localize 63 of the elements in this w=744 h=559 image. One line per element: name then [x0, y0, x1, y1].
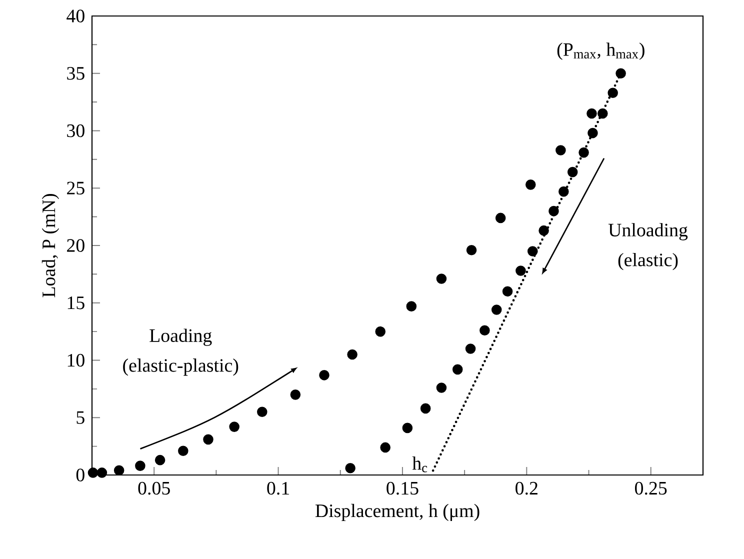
- y-tick-label: 40: [66, 10, 84, 22]
- y-tick-label: 15: [68, 296, 84, 310]
- point: [436, 274, 447, 284]
- y-tick-label: 5: [76, 411, 84, 424]
- point: [491, 304, 502, 315]
- annotation: Unloading: [608, 223, 688, 240]
- point: [616, 68, 626, 79]
- point: [466, 244, 477, 256]
- point: [578, 147, 589, 158]
- point: [154, 454, 166, 466]
- point: [567, 166, 578, 178]
- y-tick-label: 10: [68, 354, 84, 367]
- y-tick-label: 25: [67, 182, 84, 194]
- point: [135, 460, 146, 471]
- x-tick-label: 0.2: [516, 482, 538, 495]
- x-tick-label: 0.1: [267, 482, 289, 495]
- point: [420, 403, 431, 414]
- point: [525, 180, 536, 190]
- annotation: h$_{c}$: [412, 456, 428, 472]
- point: [608, 88, 618, 98]
- point: [516, 266, 526, 276]
- y-tick-label: 0: [76, 468, 84, 482]
- point: [402, 422, 413, 434]
- point: [436, 382, 447, 393]
- point: [527, 246, 538, 256]
- point: [380, 442, 390, 453]
- point: [114, 465, 124, 476]
- point: [495, 212, 506, 224]
- point: [538, 225, 549, 236]
- point: [290, 390, 301, 400]
- point: [178, 446, 188, 456]
- point: [586, 108, 597, 119]
- point: [229, 422, 240, 432]
- annotation: (elastic-plastic): [123, 358, 238, 376]
- y-tick-label: 30: [67, 124, 84, 138]
- annotation: Loading: [150, 328, 212, 346]
- point: [345, 462, 356, 474]
- point: [406, 301, 417, 312]
- point: [96, 468, 108, 478]
- x-tick-label: 0.15: [386, 482, 418, 495]
- point: [502, 286, 513, 297]
- point: [480, 325, 490, 336]
- point: [556, 145, 566, 156]
- point: [558, 186, 569, 197]
- x-axis-title: Displacement, h (μm): [315, 504, 480, 522]
- y-tick-label: 35: [67, 67, 84, 80]
- point: [452, 364, 463, 375]
- x-tick-label: 0.25: [635, 482, 667, 495]
- point: [256, 406, 268, 418]
- point: [588, 128, 598, 138]
- point: [347, 349, 358, 360]
- point: [319, 370, 330, 380]
- point: [203, 434, 214, 445]
- point: [598, 108, 608, 119]
- point: [88, 468, 98, 478]
- y-tick-label: 20: [67, 239, 84, 252]
- y-axis-title: Load, P (mN): [42, 194, 60, 298]
- point: [375, 326, 386, 337]
- annotation: (elastic): [618, 252, 678, 270]
- point: [548, 206, 559, 216]
- annotation: (P$_{max}$, h$_{max}$): [557, 42, 644, 60]
- point: [465, 344, 476, 354]
- x-tick-label: 0.05: [138, 482, 170, 495]
